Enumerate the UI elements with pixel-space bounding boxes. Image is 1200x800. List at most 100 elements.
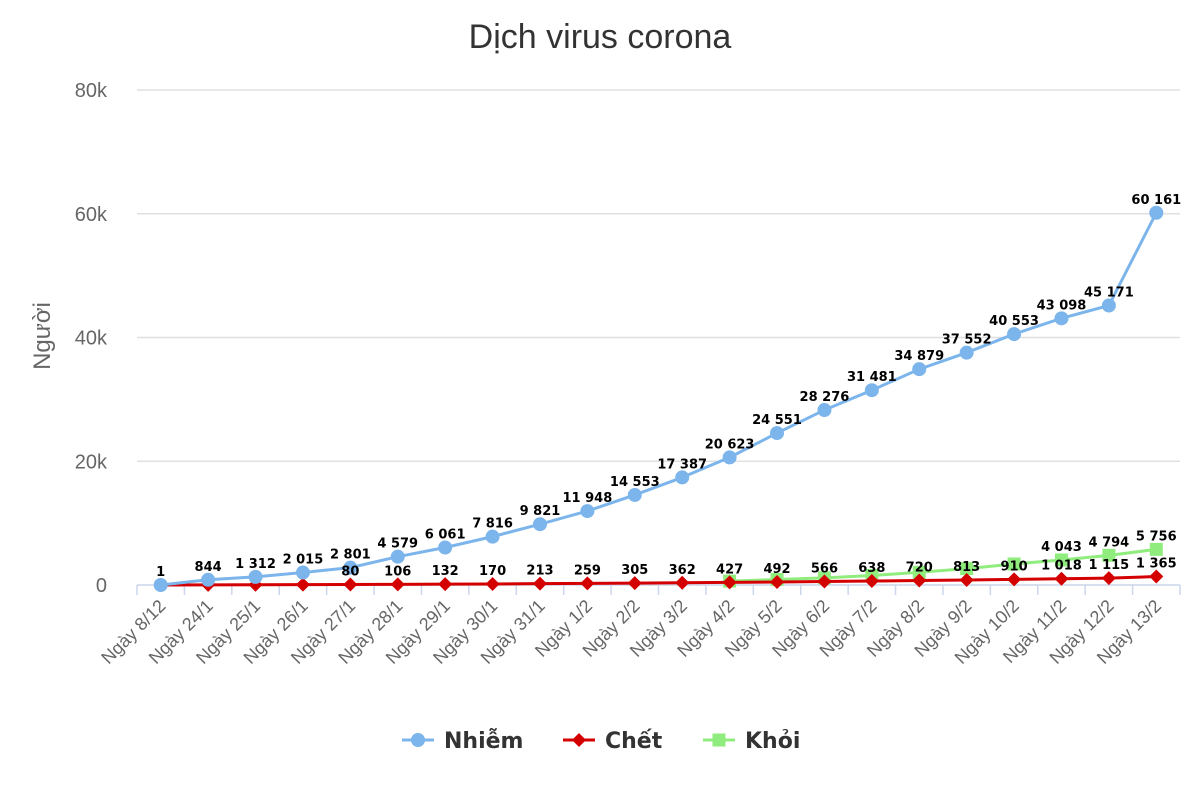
data-point	[343, 577, 358, 592]
y-axis-ticks: 0 20k 40k 60k 80k	[75, 80, 108, 597]
series-1	[153, 205, 1164, 592]
data-point	[153, 577, 168, 592]
data-label: 910	[1000, 559, 1027, 574]
legend-label: Nhiễm	[444, 729, 523, 754]
data-label: 4 579	[377, 537, 418, 552]
data-point	[722, 450, 737, 465]
data-point	[532, 576, 547, 591]
data-point	[438, 540, 453, 555]
data-label: 14 553	[610, 475, 660, 490]
data-label: 31 481	[847, 370, 897, 385]
data-label: 813	[953, 560, 980, 575]
data-label: 492	[763, 562, 790, 577]
legend-marker	[411, 733, 425, 747]
data-point	[817, 403, 832, 418]
data-label: 844	[195, 560, 222, 575]
chart-title: Dịch virus corona	[469, 18, 732, 56]
gridlines	[137, 89, 1180, 586]
y-axis-label: Người	[29, 302, 56, 370]
data-point	[627, 487, 642, 502]
data-point	[675, 470, 690, 485]
legend-item[interactable]: Chết	[563, 729, 663, 754]
data-label: 34 879	[894, 349, 944, 364]
data-point	[864, 574, 879, 589]
y-tick-label: 40k	[75, 328, 108, 350]
data-point	[722, 575, 737, 590]
data-label: 37 552	[942, 333, 992, 348]
data-label: 1 018	[1041, 559, 1082, 574]
series-2	[153, 569, 1164, 592]
legend-marker	[572, 733, 586, 747]
data-label: 170	[479, 564, 506, 579]
data-point	[343, 560, 358, 575]
legend-label: Chết	[605, 729, 663, 754]
series-line	[160, 212, 1158, 587]
data-point	[580, 576, 595, 591]
series-line	[729, 547, 1157, 583]
y-tick-label: 80k	[75, 80, 108, 102]
data-point	[675, 575, 690, 590]
data-label: 5 756	[1136, 529, 1177, 544]
data-point	[1007, 327, 1022, 342]
data-point	[1101, 298, 1116, 313]
data-label: 11 948	[563, 491, 613, 506]
data-point	[770, 574, 785, 589]
data-label: 2 015	[283, 553, 324, 568]
data-label: 80	[341, 565, 359, 580]
data-point	[485, 529, 500, 544]
data-point	[390, 549, 405, 564]
data-label: 17 387	[657, 457, 707, 472]
data-point	[1007, 557, 1021, 571]
data-label: 305	[621, 563, 648, 578]
data-label: 1 365	[1136, 557, 1177, 572]
legend-marker	[712, 733, 726, 747]
y-tick-label: 60k	[75, 204, 108, 226]
data-label: 1	[156, 565, 165, 580]
data-label: 60 161	[1131, 193, 1181, 208]
data-point	[1149, 542, 1163, 556]
data-label: 43 098	[1037, 298, 1087, 313]
data-point	[1101, 571, 1116, 586]
data-label: 7 816	[472, 517, 513, 532]
data-label: 4 794	[1089, 535, 1130, 550]
data-point	[1149, 569, 1164, 584]
data-point	[1054, 553, 1068, 567]
data-label: 720	[906, 561, 933, 576]
data-point	[960, 562, 974, 576]
data-point	[390, 577, 405, 592]
data-label: 566	[811, 561, 838, 576]
series-lines	[153, 205, 1164, 592]
data-point	[532, 517, 547, 532]
legend: Nhiễm Chết Khỏi	[402, 729, 800, 754]
data-point	[295, 565, 310, 580]
data-label: 2 801	[330, 548, 371, 563]
data-label: 9 821	[520, 504, 561, 519]
data-point	[912, 573, 927, 588]
data-point	[201, 572, 216, 587]
data-point	[580, 504, 595, 519]
data-label: 259	[574, 563, 601, 578]
data-point	[770, 426, 785, 441]
data-label: 20 623	[705, 437, 755, 452]
data-label: 1 312	[235, 557, 276, 572]
data-point	[817, 574, 832, 589]
data-point	[485, 576, 500, 591]
data-point	[438, 577, 453, 592]
data-label: 132	[432, 564, 459, 579]
data-point	[959, 345, 974, 360]
data-label: 28 276	[800, 390, 850, 405]
data-point	[912, 362, 927, 377]
legend-item[interactable]: Khỏi	[703, 729, 800, 754]
data-point	[1054, 311, 1069, 326]
data-point	[864, 383, 879, 398]
data-label: 40 553	[989, 314, 1039, 329]
data-label: 106	[384, 564, 411, 579]
data-point	[248, 569, 263, 584]
data-point	[1054, 571, 1069, 586]
legend-item[interactable]: Nhiễm	[402, 729, 523, 754]
data-label: 45 171	[1084, 286, 1134, 301]
y-tick-label: 20k	[75, 451, 108, 473]
data-label: 213	[526, 564, 553, 579]
